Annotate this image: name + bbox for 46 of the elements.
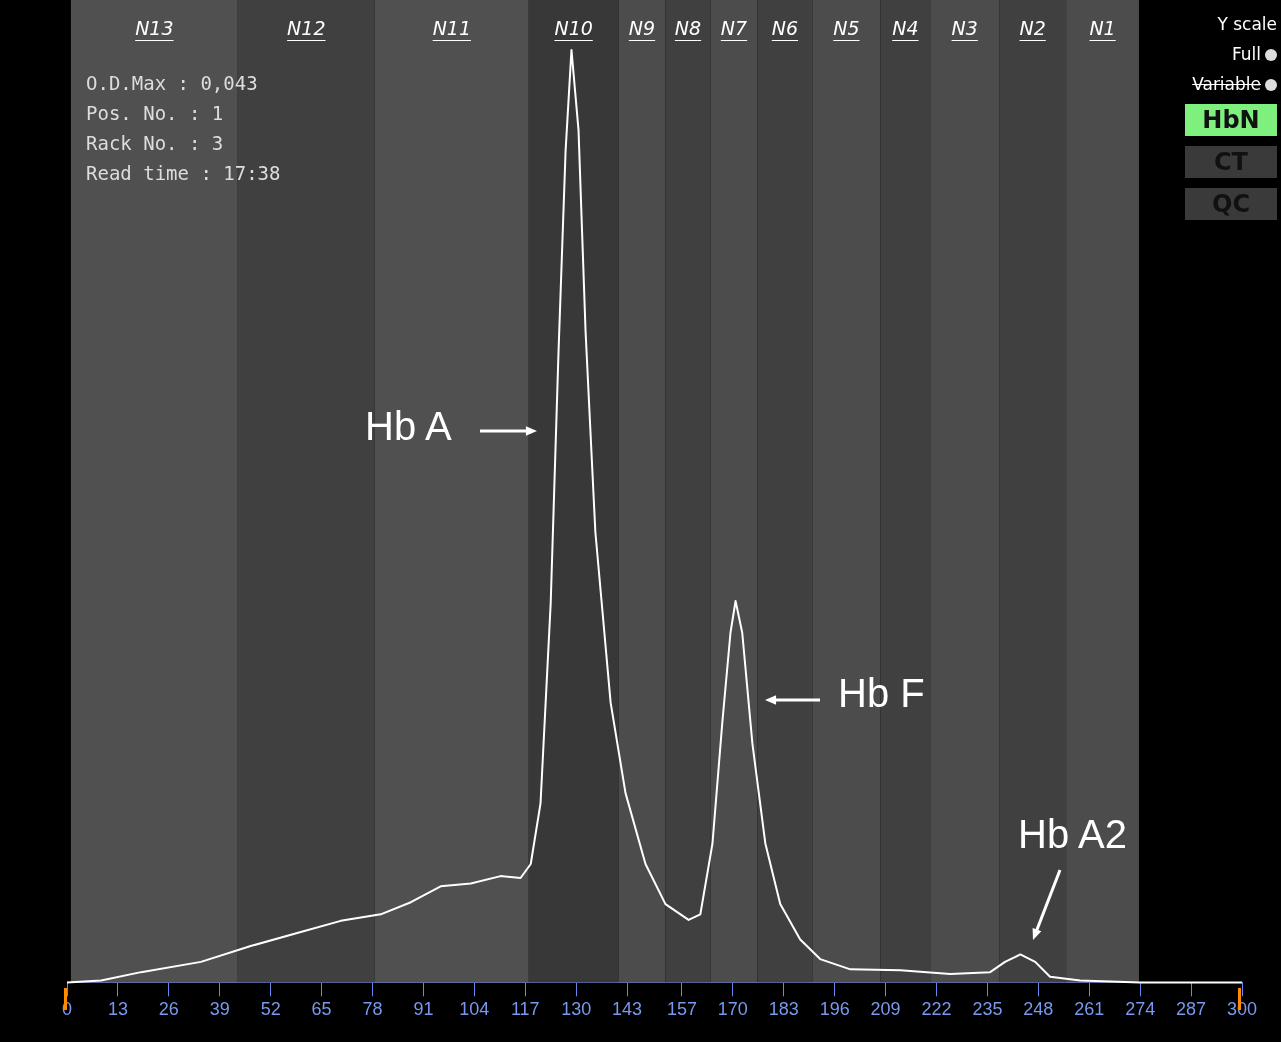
band-label: N9 <box>628 16 656 39</box>
annotation: Read time : 17:38 <box>86 161 281 186</box>
x-tick-label: 196 <box>819 999 850 1020</box>
x-tick-label: 287 <box>1176 999 1207 1020</box>
x-tick-label: 248 <box>1023 999 1054 1020</box>
annotation: Hb A <box>365 404 452 448</box>
annotation: Pos. No. : 1 <box>86 101 225 126</box>
x-tick-label: 157 <box>666 999 697 1020</box>
annotation: Variable <box>1191 74 1262 94</box>
annotation: Hb F <box>838 671 925 715</box>
x-tick-label: 222 <box>921 999 952 1020</box>
band-label: N5 <box>833 16 860 39</box>
band-label: N10 <box>554 16 593 39</box>
annotation: HbN <box>1185 104 1277 136</box>
x-tick-label: 26 <box>158 999 179 1020</box>
text: Y scale <box>1216 14 1277 34</box>
annotation: O.D.Max : 0,043 <box>86 71 259 96</box>
x-tick-label: 13 <box>107 999 128 1020</box>
annotation: Rack No. : 3 <box>86 131 225 156</box>
x-tick-label: 91 <box>413 999 434 1020</box>
x-tick-label: 274 <box>1125 999 1156 1020</box>
x-tick-label: 39 <box>209 999 230 1020</box>
x-tick-label: 104 <box>459 999 490 1020</box>
x-tick-label: 209 <box>870 999 901 1020</box>
annotation: Hb A2 <box>1018 812 1127 856</box>
band-label: N4 <box>892 16 919 39</box>
x-tick-label: 261 <box>1074 999 1105 1020</box>
band-label: N13 <box>135 16 174 39</box>
band-label: N1 <box>1089 16 1116 39</box>
band-label: N3 <box>951 16 978 39</box>
band-label: N11 <box>432 16 472 39</box>
x-tick-label: 183 <box>768 999 799 1020</box>
x-tick-label: 78 <box>362 999 383 1020</box>
band-label: N2 <box>1019 16 1046 39</box>
band-label: N8 <box>674 16 702 39</box>
annotation: Full <box>1230 44 1262 64</box>
band-label: N7 <box>720 16 748 39</box>
x-tick-label: 130 <box>561 999 592 1020</box>
x-tick-label: 143 <box>612 999 643 1020</box>
band-label: N6 <box>771 16 799 39</box>
x-tick-label: 117 <box>510 999 540 1020</box>
band-label: N12 <box>287 16 326 39</box>
x-tick-label: 52 <box>260 999 281 1020</box>
x-tick-label: 65 <box>311 999 332 1020</box>
x-tick-label: 235 <box>972 999 1003 1020</box>
x-tick-label: 170 <box>717 999 748 1020</box>
